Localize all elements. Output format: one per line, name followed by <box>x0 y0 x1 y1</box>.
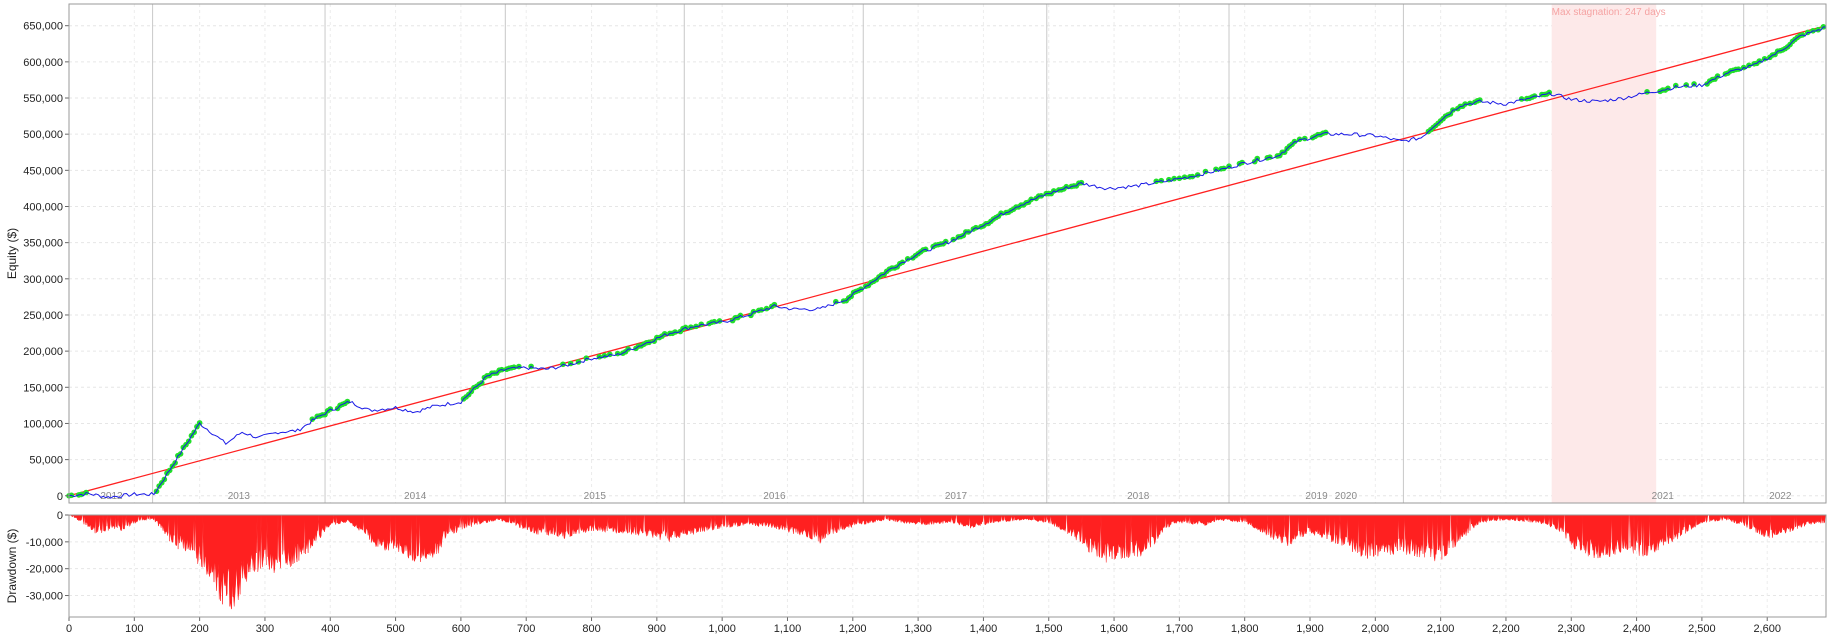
x-tick-label: 100 <box>125 623 143 634</box>
x-tick-label: 400 <box>321 623 339 634</box>
trend-line <box>68 25 1827 497</box>
drawdown-frame <box>68 514 1827 618</box>
drawdown-y-tick-label: 0 <box>57 510 63 522</box>
drawdown-y-tick-label: -30,000 <box>26 591 63 603</box>
x-tick-label: 2,600 <box>1753 623 1781 634</box>
x-tick-label: 2,400 <box>1623 623 1651 634</box>
x-tick-label: 1,200 <box>839 623 867 634</box>
year-label: 2020 <box>1335 491 1358 502</box>
x-tick-label: 1,500 <box>1035 623 1063 634</box>
year-label: 2019 <box>1305 491 1328 502</box>
equity-y-tick-label: 600,000 <box>23 57 63 69</box>
year-label: 2013 <box>228 491 251 502</box>
x-tick-label: 1,000 <box>708 623 736 634</box>
x-tick-label: 1,600 <box>1100 623 1128 634</box>
equity-y-tick-label: 100,000 <box>23 418 63 430</box>
drawdown-fill <box>68 514 1826 610</box>
drawdown-area <box>68 514 1826 610</box>
equity-y-axis-label: Equity ($) <box>5 228 19 279</box>
equity-y-tick-label: 450,000 <box>23 165 63 177</box>
x-tick-label: 600 <box>452 623 470 634</box>
year-label: 2018 <box>1127 491 1150 502</box>
equity-y-tick-label: 150,000 <box>23 382 63 394</box>
year-label: 2021 <box>1652 491 1675 502</box>
x-tick-label: 500 <box>386 623 404 634</box>
x-tick-label: 300 <box>256 623 274 634</box>
year-labels: 2012 2013 2014 2015 2016 2017 2018 2019 2020 2021… <box>100 491 1792 502</box>
equity-y-tick-label: 400,000 <box>23 201 63 213</box>
x-tick-label: 1,400 <box>970 623 998 634</box>
equity-lines <box>66 24 1827 499</box>
equity-y-tick-label: 550,000 <box>23 93 63 105</box>
x-tick-label: 1,100 <box>774 623 802 634</box>
equity-y-tick-label: 300,000 <box>23 274 63 286</box>
stagnation-label: Max stagnation: 247 days <box>1552 7 1666 18</box>
x-tick-label: 200 <box>190 623 208 634</box>
x-tick-label: 900 <box>648 623 666 634</box>
year-label: 2014 <box>404 491 427 502</box>
x-tick-label: 2,000 <box>1362 623 1390 634</box>
stagnation-band <box>1551 4 1657 503</box>
drawdown-y-ticks: 0 -10,000 -20,000 -30,000 <box>26 510 69 603</box>
equity-y-ticks: 0 50,000 100,000 150,000 200,000 250,000 300,0… <box>23 21 69 503</box>
drawdown-y-axis-label: Drawdown ($) <box>5 529 19 604</box>
x-tick-label: 1,800 <box>1231 623 1259 634</box>
drawdown-y-tick-label: -20,000 <box>26 564 63 576</box>
equity-line <box>68 26 1827 499</box>
x-tick-label: 700 <box>517 623 535 634</box>
x-tick-label: 0 <box>66 623 72 634</box>
equity-y-tick-label: 0 <box>57 491 63 503</box>
equity-y-tick-label: 200,000 <box>23 346 63 358</box>
equity-y-tick-label: 50,000 <box>29 455 63 467</box>
year-label: 2016 <box>763 491 786 502</box>
x-tick-label: 2,100 <box>1427 623 1455 634</box>
x-tick-label: 1,700 <box>1166 623 1194 634</box>
year-boundaries <box>152 4 1745 503</box>
year-label: 2017 <box>945 491 968 502</box>
x-tick-label: 800 <box>582 623 600 634</box>
x-tick-label: 1,900 <box>1296 623 1324 634</box>
x-tick-label: 2,300 <box>1558 623 1586 634</box>
year-label: 2022 <box>1769 491 1792 502</box>
year-label: 2012 <box>100 491 123 502</box>
drawdown-x-ticks: 0 100 200 300 400 500 600 700 800 900 1,000 1,100 1,… <box>66 617 1781 634</box>
equity-y-tick-label: 250,000 <box>23 310 63 322</box>
x-tick-label: 2,200 <box>1492 623 1520 634</box>
x-tick-label: 2,500 <box>1688 623 1716 634</box>
drawdown-y-tick-label: -10,000 <box>26 537 63 549</box>
equity-frame <box>68 3 1827 504</box>
equity-y-tick-label: 500,000 <box>23 129 63 141</box>
equity-y-tick-label: 350,000 <box>23 238 63 250</box>
equity-y-tick-label: 650,000 <box>23 21 63 33</box>
x-tick-label: 1,300 <box>904 623 932 634</box>
year-label: 2015 <box>584 491 607 502</box>
